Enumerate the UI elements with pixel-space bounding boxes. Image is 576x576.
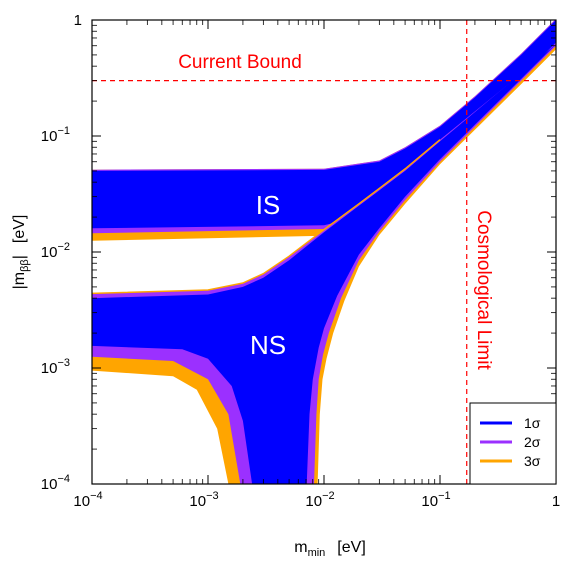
is-band-1sigma bbox=[92, 20, 556, 229]
x-tick-label: 10−4 bbox=[73, 490, 102, 510]
legend: 1σ 2σ 3σ bbox=[469, 402, 557, 485]
y-tick-label: 10−2 bbox=[41, 241, 70, 261]
x-axis-title: mmin [eV] bbox=[294, 539, 366, 559]
y-tick-label: 10−4 bbox=[41, 473, 70, 493]
y-tick-label: 1 bbox=[74, 12, 82, 29]
legend-label-3sigma: 3σ bbox=[524, 453, 541, 469]
normal-spectrum-label: NS bbox=[250, 330, 286, 360]
plot-frame bbox=[91, 19, 557, 485]
y-axis-title: |mββ|[eV] bbox=[11, 215, 31, 290]
inverted-spectrum-label: IS bbox=[256, 190, 281, 220]
mass-bands bbox=[92, 20, 556, 484]
axis-ticks: 10−410−4 10−3 10−3 10−2 10−2 10−1 10−1 1 1 bbox=[41, 12, 560, 510]
y-tick-label: 10−3 bbox=[41, 357, 70, 377]
x-tick-label: 10−3 bbox=[189, 490, 218, 510]
legend-label-2sigma: 2σ bbox=[524, 434, 541, 450]
y-tick-label: 10−1 bbox=[41, 125, 70, 145]
ns-upper-rim bbox=[92, 139, 441, 295]
legend-label-1sigma: 1σ bbox=[524, 415, 541, 431]
x-tick-label: 1 bbox=[552, 493, 560, 510]
current-bound-label: Current Bound bbox=[178, 52, 302, 73]
x-tick-label: 10−1 bbox=[421, 490, 450, 510]
x-tick-label: 10−2 bbox=[305, 490, 334, 510]
ns-band-1sigma bbox=[92, 44, 556, 484]
cosmological-limit-label: Cosmological Limit bbox=[473, 210, 494, 370]
